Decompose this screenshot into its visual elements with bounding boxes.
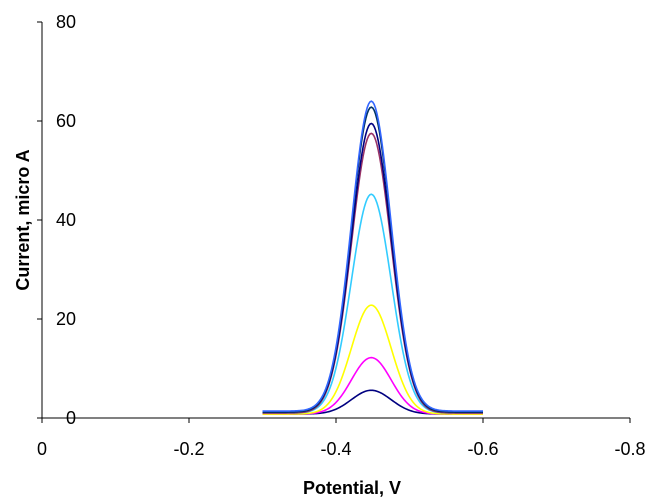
y-tick-label: 20 [56, 309, 76, 329]
y-axis-title: Current, micro A [13, 149, 33, 290]
series-line-7 [262, 106, 483, 413]
x-ticks: 0 -0.2 -0.4 -0.6 -0.8 [37, 418, 646, 459]
series-line-5 [262, 132, 483, 414]
y-tick-label: 80 [56, 12, 76, 32]
series-line-2 [262, 356, 483, 415]
series-line-8 [262, 100, 483, 412]
series-line-3 [262, 304, 483, 415]
y-ticks: 0 20 40 60 80 [37, 12, 76, 428]
x-tick-label: 0 [37, 439, 47, 459]
x-tick-label: -0.4 [320, 439, 351, 459]
y-tick-label: 0 [66, 408, 76, 428]
series-line-6 [262, 122, 483, 413]
y-tick-label: 40 [56, 210, 76, 230]
plot-lines [262, 100, 483, 415]
x-tick-label: -0.2 [173, 439, 204, 459]
x-tick-label: -0.6 [467, 439, 498, 459]
y-tick-label: 60 [56, 111, 76, 131]
x-axis-title: Potential, V [303, 478, 401, 498]
series-line-4 [262, 193, 483, 414]
x-tick-label: -0.8 [614, 439, 645, 459]
